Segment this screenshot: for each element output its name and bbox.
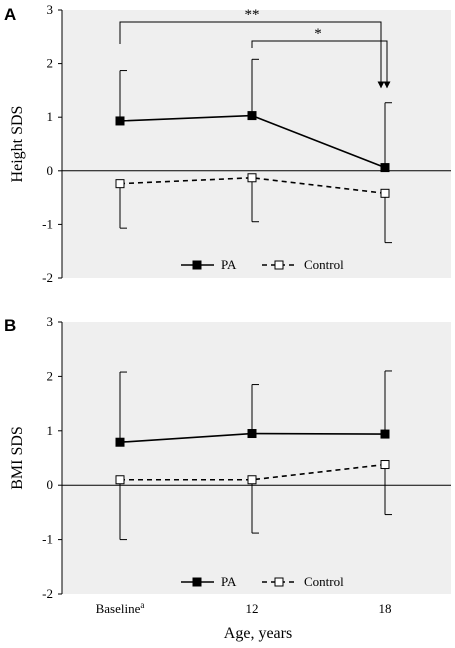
data-point-control [380,188,390,198]
significance-bracket [119,21,385,89]
x-axis-ticks: Baselinea 12 18 [96,600,392,616]
panel-letter: A [4,5,16,24]
legend-label-control: Control [304,257,344,272]
data-point-pa [115,437,125,447]
y-tick-label: 3 [47,2,54,17]
y-tick-label: 2 [47,56,54,71]
plot-area [62,10,451,278]
data-point-control [247,475,257,485]
y-tick-label: 3 [47,314,54,329]
x-tick-label: 18 [379,601,392,616]
legend-marker-pa [192,577,202,587]
x-axis-label: Age, years [224,625,292,642]
data-point-pa [380,163,390,173]
significance-label: ** [245,7,260,23]
panel-b: 3 2 1 0 -1 -2 B BMI SDS PA Control [4,314,451,601]
legend-label-control: Control [304,574,344,589]
data-point-pa [380,429,390,439]
legend-label-pa: PA [221,574,237,589]
legend-marker-pa [192,260,202,270]
y-tick-label: -2 [42,270,53,285]
panel-letter: B [4,316,16,335]
data-point-control [115,475,125,485]
y-tick-label: 1 [47,109,54,124]
y-tick-label: 1 [47,423,54,438]
y-tick-label: -1 [42,216,53,231]
significance-bracket [251,40,391,89]
data-point-control [247,173,257,183]
data-point-pa [115,116,125,126]
legend-label-pa: PA [221,257,237,272]
plot-area [62,322,451,594]
x-tick-label: 12 [246,601,259,616]
legend-marker-control [274,577,284,587]
data-point-pa [247,111,257,121]
y-axis-label: BMI SDS [9,426,26,490]
y-axis-label: Height SDS [9,106,26,183]
y-tick-label: 0 [47,477,54,492]
legend-marker-control [274,260,284,270]
data-point-control [115,179,125,189]
legend: PA Control [181,257,344,272]
x-tick-label: Baselinea [96,600,145,616]
y-tick-label: 0 [47,163,54,178]
y-tick-label: -2 [42,586,53,601]
y-tick-label: 2 [47,368,54,383]
legend: PA Control [181,574,344,589]
data-point-pa [247,429,257,439]
significance-label: * [314,26,322,42]
data-point-control [380,460,390,470]
y-tick-label: -1 [42,532,53,547]
